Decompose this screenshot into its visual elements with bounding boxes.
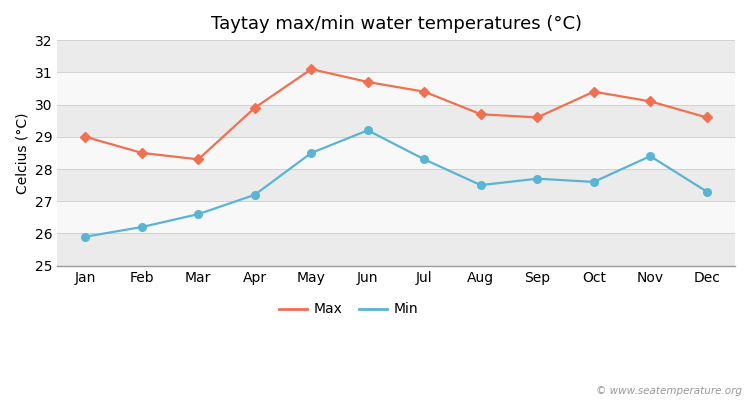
Bar xyxy=(57,169,735,201)
Bar xyxy=(57,201,735,234)
Bar xyxy=(57,40,735,72)
Bar xyxy=(57,104,735,137)
Legend: Max, Min: Max, Min xyxy=(273,297,424,322)
Y-axis label: Celcius (°C): Celcius (°C) xyxy=(15,112,29,194)
Text: © www.seatemperature.org: © www.seatemperature.org xyxy=(596,386,742,396)
Title: Taytay max/min water temperatures (°C): Taytay max/min water temperatures (°C) xyxy=(211,15,581,33)
Bar xyxy=(57,72,735,104)
Bar xyxy=(57,234,735,266)
Bar xyxy=(57,137,735,169)
